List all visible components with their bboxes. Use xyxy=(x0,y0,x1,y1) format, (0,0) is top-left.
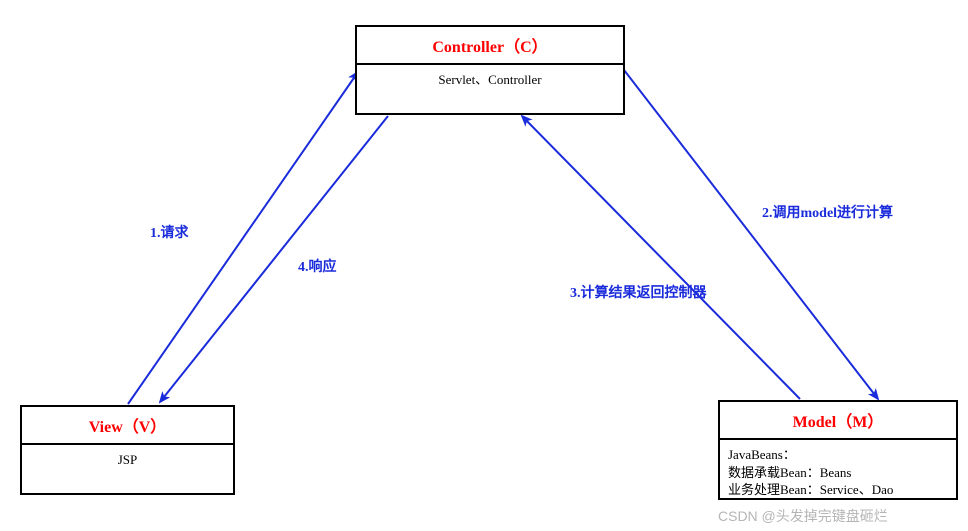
node-model-body: JavaBeans： 数据承载Bean：Beans 业务处理Bean：Servi… xyxy=(720,440,956,505)
watermark: CSDN @头发掉完键盘砸烂 xyxy=(718,506,888,526)
edge-label-e4: 4.响应 xyxy=(298,256,337,276)
node-model-title: Model（M） xyxy=(720,402,956,440)
edge-e2 xyxy=(624,70,878,399)
node-controller-title: Controller（C） xyxy=(357,27,623,65)
edge-e4 xyxy=(160,116,388,402)
node-view: View（V） JSP xyxy=(20,405,235,495)
mvc-diagram-canvas: { "diagram": { "type": "flowchart", "bac… xyxy=(0,0,968,531)
edge-label-e1: 1.请求 xyxy=(150,222,189,242)
node-controller: Controller（C） Servlet、Controller xyxy=(355,25,625,115)
edge-e3 xyxy=(522,116,800,399)
edge-label-e3: 3.计算结果返回控制器 xyxy=(570,282,707,302)
node-model: Model（M） JavaBeans： 数据承载Bean：Beans 业务处理B… xyxy=(718,400,958,500)
node-view-title: View（V） xyxy=(22,407,233,445)
edge-label-e2: 2.调用model进行计算 xyxy=(762,202,893,222)
node-view-body: JSP xyxy=(22,445,233,475)
node-controller-body: Servlet、Controller xyxy=(357,65,623,95)
